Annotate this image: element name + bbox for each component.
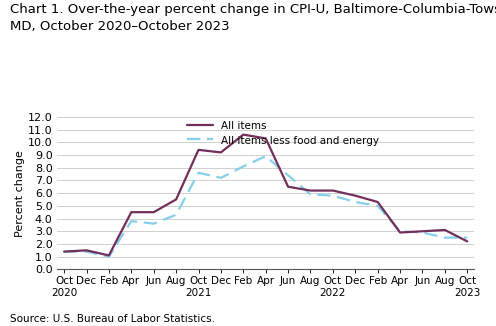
All items xyxy=(173,198,179,201)
All items less food and energy xyxy=(218,176,224,180)
All items xyxy=(308,189,313,193)
All items less food and energy xyxy=(330,194,336,198)
All items less food and energy xyxy=(352,200,358,204)
All items less food and energy xyxy=(173,213,179,217)
All items xyxy=(442,228,448,232)
All items xyxy=(420,229,426,233)
All items xyxy=(374,200,380,204)
All items xyxy=(128,210,134,214)
All items xyxy=(397,230,403,234)
All items less food and energy xyxy=(442,236,448,240)
All items less food and energy xyxy=(285,173,291,177)
All items less food and energy xyxy=(308,192,313,196)
Y-axis label: Percent change: Percent change xyxy=(15,150,25,237)
All items xyxy=(106,254,112,258)
Line: All items less food and energy: All items less food and energy xyxy=(64,156,467,257)
All items xyxy=(218,151,224,155)
All items less food and energy xyxy=(151,222,157,226)
All items less food and energy xyxy=(83,250,89,254)
All items less food and energy xyxy=(195,171,201,175)
All items xyxy=(151,210,157,214)
All items less food and energy xyxy=(128,219,134,223)
All items xyxy=(352,194,358,198)
Line: All items: All items xyxy=(64,135,467,256)
All items xyxy=(195,148,201,152)
All items xyxy=(83,248,89,252)
All items xyxy=(61,250,67,254)
All items xyxy=(263,137,269,141)
All items less food and energy xyxy=(263,154,269,158)
Legend: All items, All items less food and energy: All items, All items less food and energ… xyxy=(183,117,383,150)
All items xyxy=(464,240,470,244)
All items less food and energy xyxy=(397,229,403,233)
All items less food and energy xyxy=(61,250,67,254)
All items less food and energy xyxy=(241,164,247,168)
All items less food and energy xyxy=(420,230,426,234)
Text: Source: U.S. Bureau of Labor Statistics.: Source: U.S. Bureau of Labor Statistics. xyxy=(10,314,215,324)
All items less food and energy xyxy=(464,236,470,240)
Text: Chart 1. Over-the-year percent change in CPI-U, Baltimore-Columbia-Towson,
MD, O: Chart 1. Over-the-year percent change in… xyxy=(10,3,496,33)
All items xyxy=(330,189,336,193)
All items xyxy=(241,133,247,137)
All items less food and energy xyxy=(106,255,112,259)
All items xyxy=(285,185,291,189)
All items less food and energy xyxy=(374,204,380,208)
